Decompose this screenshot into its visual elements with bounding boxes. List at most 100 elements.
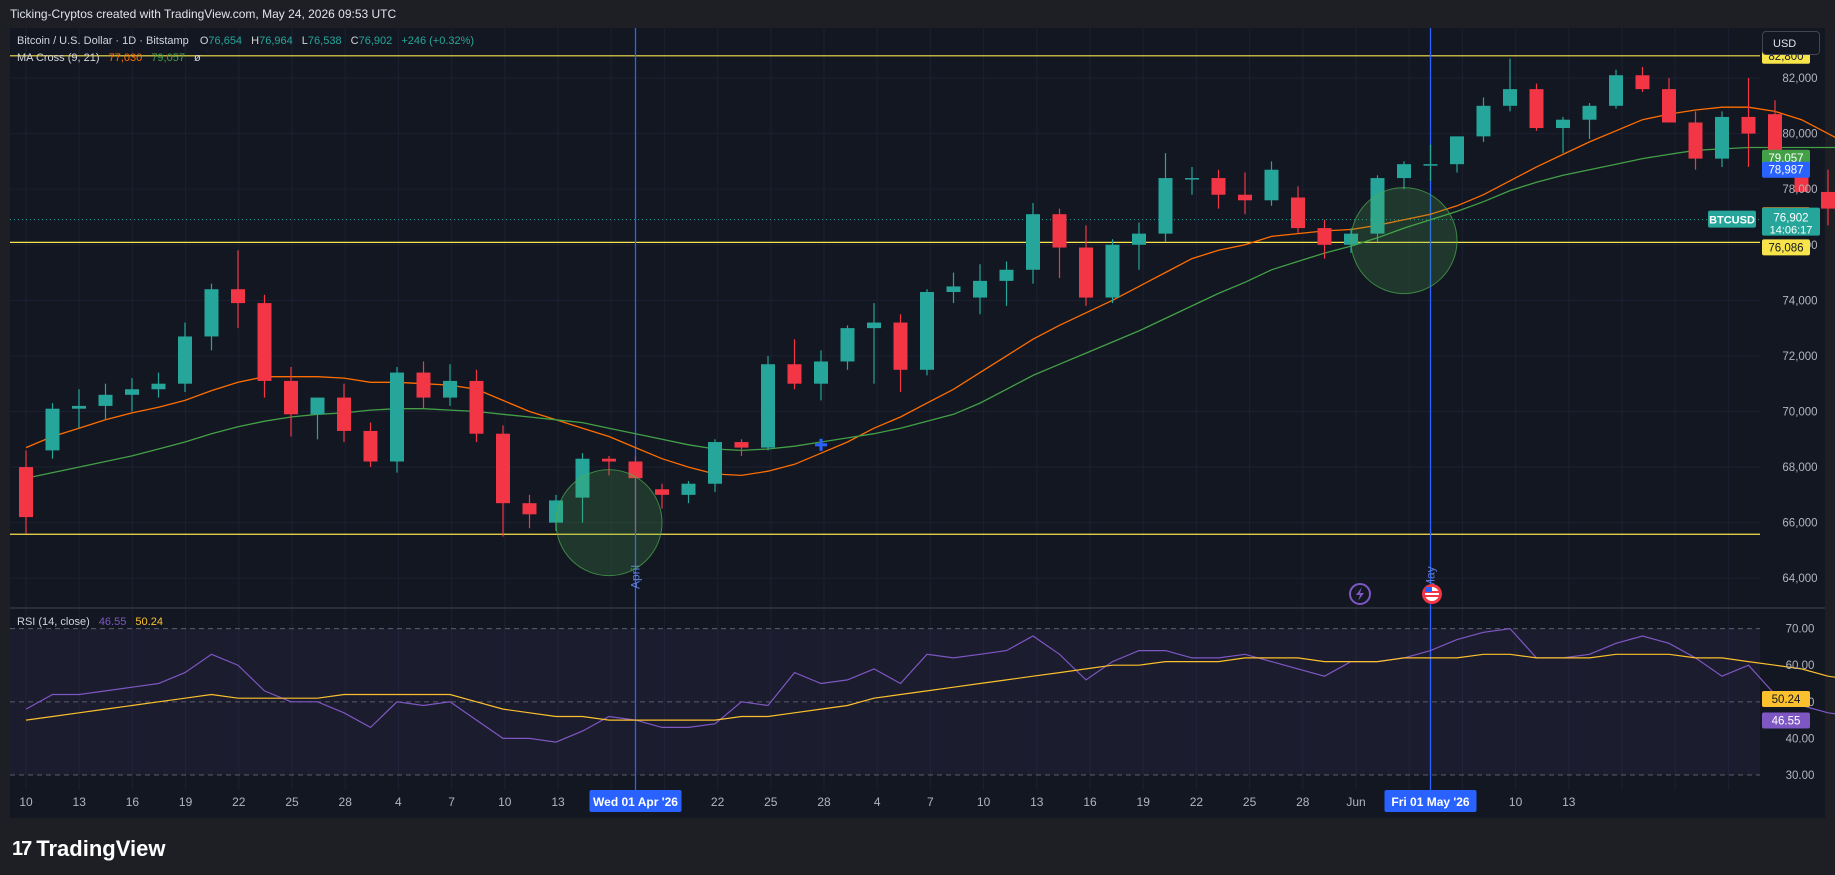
candle[interactable] <box>734 439 749 456</box>
candle[interactable] <box>1556 116 1570 154</box>
candle[interactable] <box>1476 97 1491 142</box>
candle[interactable] <box>973 264 987 315</box>
candle[interactable] <box>1821 169 1835 226</box>
candle[interactable] <box>946 272 961 304</box>
candle[interactable] <box>708 439 722 493</box>
candle[interactable] <box>363 422 378 468</box>
candle[interactable] <box>1185 166 1199 195</box>
candle[interactable] <box>1715 111 1729 167</box>
rsi-ma-line <box>25 653 1835 721</box>
date-badge[interactable]: Fri 01 May '26 <box>1384 790 1477 812</box>
ma-fast-value: 77,030 <box>108 52 143 64</box>
candle[interactable] <box>1291 186 1305 234</box>
date-badge-bg <box>1384 790 1477 812</box>
candle[interactable] <box>231 250 245 329</box>
candle[interactable] <box>1264 161 1279 206</box>
candle[interactable] <box>1688 111 1703 170</box>
candle[interactable] <box>1635 66 1650 92</box>
rsi-price-label[interactable]: 46.55 <box>1762 712 1810 729</box>
candle[interactable] <box>1211 169 1226 209</box>
candle[interactable] <box>1450 136 1464 173</box>
highlight-circles <box>555 187 1458 577</box>
candle[interactable] <box>1370 175 1385 242</box>
symbol-label[interactable]: BTCUSD <box>1708 210 1756 228</box>
candle[interactable] <box>1238 172 1252 215</box>
highlight-circle-green[interactable] <box>1350 187 1458 295</box>
candle[interactable] <box>496 425 510 537</box>
price-label[interactable]: 78,987 <box>1762 161 1810 178</box>
candle[interactable] <box>1503 58 1517 112</box>
candle[interactable] <box>893 314 908 393</box>
candle[interactable] <box>575 453 590 523</box>
candle[interactable] <box>867 303 881 384</box>
open-value: 76,654 <box>208 35 243 47</box>
candle[interactable] <box>1052 208 1067 279</box>
candle[interactable] <box>787 339 802 390</box>
candle-body <box>1821 191 1835 209</box>
candle[interactable] <box>628 455 643 531</box>
candle[interactable] <box>204 283 219 351</box>
candle[interactable] <box>72 389 86 429</box>
highlight-circle-green[interactable] <box>555 469 663 577</box>
candle[interactable] <box>761 355 775 451</box>
candle-body <box>1503 89 1517 106</box>
candle[interactable] <box>178 322 192 393</box>
candle[interactable] <box>522 494 537 529</box>
date-badge[interactable]: Wed 01 Apr '26 <box>589 790 682 812</box>
x-tick-label: 28 <box>817 795 831 809</box>
rsi-price-label[interactable]: 50.24 <box>1762 690 1810 707</box>
candle[interactable] <box>1662 78 1676 123</box>
symbol-name[interactable]: Bitcoin / U.S. Dollar · 1D · Bitstamp <box>17 35 189 47</box>
candle[interactable] <box>920 289 934 376</box>
chart-area[interactable] <box>10 28 1825 818</box>
candle[interactable] <box>1397 161 1411 190</box>
candle[interactable] <box>284 367 298 437</box>
us-flag-icon[interactable] <box>1422 584 1442 604</box>
candle[interactable] <box>337 383 351 443</box>
candle[interactable] <box>310 397 325 440</box>
candle[interactable] <box>1423 144 1438 181</box>
candle[interactable] <box>469 369 484 443</box>
candle[interactable] <box>602 455 616 476</box>
candle[interactable] <box>655 483 669 509</box>
candle-body <box>1662 89 1676 123</box>
candle[interactable] <box>1079 225 1093 306</box>
candle[interactable] <box>443 364 457 406</box>
x-tick-label: 25 <box>1243 795 1257 809</box>
candle[interactable] <box>840 325 855 370</box>
candle[interactable] <box>151 372 166 398</box>
rsi-price-label-bg <box>1762 712 1810 729</box>
candle[interactable] <box>1741 78 1756 167</box>
price-label[interactable]: 76,086 <box>1762 239 1810 256</box>
candle[interactable] <box>1609 69 1623 109</box>
rsi-name[interactable]: RSI (14, close) <box>17 616 90 628</box>
candle[interactable] <box>390 367 404 473</box>
last-price-value: 76,902 <box>1773 213 1808 225</box>
candle[interactable] <box>98 383 113 420</box>
tradingview-logo[interactable]: 17 TradingView <box>12 836 165 862</box>
candle[interactable] <box>1529 83 1544 131</box>
currency-button[interactable]: USD <box>1762 31 1820 55</box>
candle[interactable] <box>1026 203 1040 284</box>
rsi-y-tick-label: 30.00 <box>1786 770 1815 782</box>
ma-name[interactable]: MA Cross (9, 21) <box>17 52 100 64</box>
tradingview-logo-icon: 17 <box>12 837 32 860</box>
candle[interactable] <box>1582 103 1597 140</box>
cross-marker-cross-up[interactable] <box>815 438 827 451</box>
candle[interactable] <box>681 480 696 504</box>
candle[interactable] <box>1132 222 1146 270</box>
candle-body <box>284 380 298 415</box>
candle[interactable] <box>416 361 431 409</box>
candle[interactable] <box>125 378 139 412</box>
candle[interactable] <box>1105 239 1120 304</box>
candle[interactable] <box>45 403 60 459</box>
candle[interactable] <box>257 294 272 398</box>
candle[interactable] <box>19 450 33 534</box>
candle[interactable] <box>1317 219 1332 259</box>
candle[interactable] <box>814 350 828 401</box>
lightning-icon[interactable] <box>1349 583 1371 605</box>
candle[interactable] <box>1158 153 1173 242</box>
candle[interactable] <box>999 261 1014 306</box>
